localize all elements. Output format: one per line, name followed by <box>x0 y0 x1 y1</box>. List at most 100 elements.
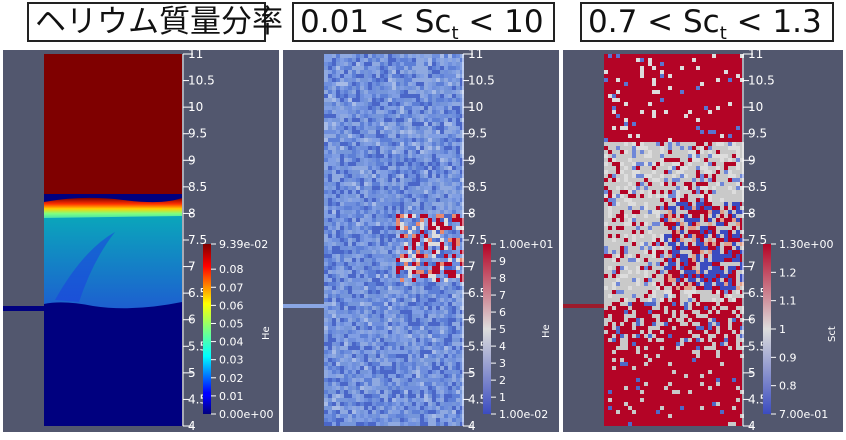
noise-cell <box>440 226 444 230</box>
noise-cell <box>364 326 368 330</box>
noise-cell <box>344 138 348 142</box>
noise-cell <box>400 146 404 150</box>
noise-cell <box>620 162 624 166</box>
noise-cell <box>356 78 360 82</box>
noise-cell <box>352 406 356 410</box>
noise-cell <box>452 114 456 118</box>
noise-cell <box>736 386 740 390</box>
noise-cell <box>644 194 648 198</box>
noise-cell <box>724 262 728 266</box>
noise-cell <box>452 82 456 86</box>
noise-cell <box>376 114 380 118</box>
noise-cell <box>344 350 348 354</box>
noise-cell <box>624 274 628 278</box>
noise-cell <box>444 390 448 394</box>
noise-cell <box>392 406 396 410</box>
noise-cell <box>680 158 684 162</box>
noise-cell <box>428 54 432 58</box>
noise-cell <box>344 418 348 422</box>
noise-cell <box>416 106 420 110</box>
noise-cell <box>364 290 368 294</box>
noise-cell <box>704 178 708 182</box>
noise-cell <box>404 146 408 150</box>
noise-cell <box>396 270 400 274</box>
noise-cell <box>436 130 440 134</box>
noise-cell <box>644 250 648 254</box>
noise-cell <box>620 334 624 338</box>
noise-cell <box>420 290 424 294</box>
noise-cell <box>420 134 424 138</box>
noise-cell <box>420 278 424 282</box>
noise-cell <box>456 130 460 134</box>
noise-cell <box>740 330 744 334</box>
noise-cell <box>416 390 420 394</box>
noise-cell <box>396 294 400 298</box>
noise-cell <box>324 334 328 338</box>
noise-cell <box>424 78 428 82</box>
noise-cell <box>620 258 624 262</box>
noise-cell <box>368 306 372 310</box>
noise-cell <box>376 274 380 278</box>
noise-cell <box>424 218 428 222</box>
noise-cell <box>352 370 356 374</box>
noise-cell <box>460 186 464 190</box>
noise-cell <box>412 254 416 258</box>
noise-cell <box>392 294 396 298</box>
noise-cell <box>396 386 400 390</box>
noise-cell <box>612 158 616 162</box>
noise-cell <box>440 394 444 398</box>
noise-cell <box>364 330 368 334</box>
noise-cell <box>636 350 640 354</box>
noise-cell <box>332 126 336 130</box>
noise-cell <box>396 290 400 294</box>
noise-cell <box>372 86 376 90</box>
noise-cell <box>408 70 412 74</box>
noise-cell <box>680 274 684 278</box>
noise-cell <box>624 234 628 238</box>
noise-cell <box>412 130 416 134</box>
noise-cell <box>388 246 392 250</box>
noise-cell <box>348 422 352 426</box>
noise-cell <box>428 94 432 98</box>
noise-cell <box>416 202 420 206</box>
noise-cell <box>368 362 372 366</box>
noise-cell <box>620 358 624 362</box>
noise-cell <box>632 122 636 126</box>
noise-cell <box>608 298 612 302</box>
noise-cell <box>612 202 616 206</box>
noise-cell <box>420 182 424 186</box>
noise-cell <box>640 174 644 178</box>
noise-cell <box>332 278 336 282</box>
noise-cell <box>424 310 428 314</box>
noise-cell <box>344 90 348 94</box>
noise-cell <box>740 166 744 170</box>
noise-cell <box>352 222 356 226</box>
noise-cell <box>700 406 704 410</box>
noise-cell <box>452 218 456 222</box>
noise-cell <box>612 254 616 258</box>
noise-cell <box>424 318 428 322</box>
noise-cell <box>356 166 360 170</box>
noise-cell <box>400 418 404 422</box>
noise-cell <box>380 246 384 250</box>
noise-cell <box>724 270 728 274</box>
noise-cell <box>336 86 340 90</box>
noise-cell <box>352 278 356 282</box>
noise-cell <box>460 226 464 230</box>
noise-cell <box>636 282 640 286</box>
noise-cell <box>376 178 380 182</box>
noise-cell <box>380 270 384 274</box>
noise-cell <box>344 102 348 106</box>
noise-cell <box>444 138 448 142</box>
noise-cell <box>380 410 384 414</box>
noise-cell <box>352 242 356 246</box>
noise-cell <box>404 230 408 234</box>
noise-cell <box>604 194 608 198</box>
noise-cell <box>428 102 432 106</box>
noise-cell <box>392 110 396 114</box>
noise-cell <box>392 386 396 390</box>
noise-cell <box>444 418 448 422</box>
noise-cell <box>372 318 376 322</box>
noise-cell <box>380 398 384 402</box>
noise-cell <box>428 362 432 366</box>
